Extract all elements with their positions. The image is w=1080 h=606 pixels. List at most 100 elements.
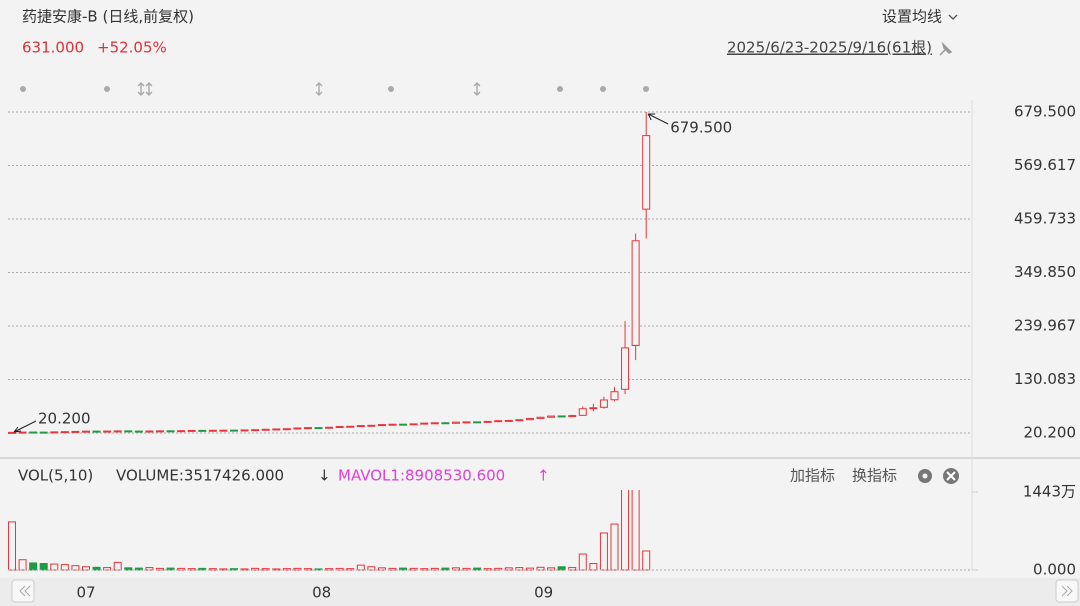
candle-body [145,430,154,433]
candle-body [515,419,524,422]
candle-body [399,423,408,426]
candle-body [251,429,260,432]
candle-body [293,427,302,430]
x-tick-label: 09 [534,584,553,602]
volume-bar [547,567,556,571]
candle-body [346,425,355,428]
y-tick-label: 349.850 [1014,263,1076,281]
candle-body [367,424,376,427]
candle-body [240,429,249,432]
candle-body [377,424,386,427]
volume-bar [29,562,38,571]
volume-bar [515,567,524,571]
volume-bar [187,568,196,571]
candle-body [547,415,556,418]
candle-body [409,423,418,426]
pin-icon[interactable] [939,41,953,56]
candle-body [356,425,365,428]
volume-bar [314,568,323,571]
mavol-arrow: ↑ [537,467,550,485]
candle-body [219,429,228,432]
volume-bar [8,521,16,571]
candle-body [610,391,619,401]
x-tick-label: 07 [76,584,95,602]
candle-body [208,429,217,432]
candle-body [621,347,630,390]
scrollbar [0,578,1080,606]
volume-bar [578,553,587,571]
add-indicator[interactable]: 加指标 [790,467,835,485]
candle-body [229,429,238,432]
candle-body [420,422,429,425]
volume-text: VOLUME:3517426.000 [116,467,284,485]
volume-bars [8,490,651,571]
candle-body [198,429,207,432]
candle-body [8,431,16,434]
volume-bar [134,567,143,571]
switch-indicator[interactable]: 换指标 [852,467,897,485]
volume-bar [166,567,175,571]
candle-body [60,431,69,434]
max-label: 679.500 [670,119,732,137]
candle-body [525,417,534,421]
candle-body [599,399,608,408]
volume-bar [219,568,228,571]
volume-tick-label: 1443万 [1023,483,1076,501]
volume-bar [642,550,651,571]
volume-bar [610,523,619,571]
volume-bar [494,567,503,571]
candle-body [578,408,587,416]
price: 631.000 [22,39,84,57]
candle-body [303,427,312,430]
scroll-left[interactable] [11,579,35,603]
ma-settings[interactable]: 设置均线 [882,8,942,26]
settings-icon-hole [922,473,928,479]
candle-body [29,431,38,434]
candle-body [335,426,344,429]
candle-body [261,428,270,431]
candle-body [494,420,503,423]
candle-body [483,420,492,423]
min-arrow [13,420,37,433]
candle-body [568,415,577,418]
volume-bar [282,568,291,571]
candle-body [631,240,640,346]
candle-body [81,430,90,433]
volume-bar [303,568,312,571]
candle-body [589,407,598,410]
candle-body [166,430,175,433]
volume-bar [356,564,365,571]
candle-body [272,428,281,431]
scroll-right-icon [1061,585,1073,597]
y-tick-label: 569.617 [1014,156,1076,174]
volume-bar [18,559,27,571]
candle-body [642,135,651,210]
volume-bar [251,567,260,571]
volume-bar [198,567,207,571]
volume-bar [60,564,69,571]
volume-bar [113,561,122,571]
volume-bar [367,566,376,571]
candle-body [187,429,196,432]
candle-body [71,430,80,433]
date-range[interactable]: 2025/6/23-2025/9/16(61根) [727,39,932,57]
volume-arrow: ↓ [318,467,331,485]
volume-bar [599,532,608,571]
volume-title: VOL(5,10) [18,467,93,485]
candle-body [325,426,334,429]
y-tick-label: 130.083 [1014,370,1076,388]
volume-bar [483,568,492,571]
candle-body [124,430,133,433]
dropdown-caret [948,14,958,20]
volume-bar [399,567,408,571]
volume-bar [39,563,48,571]
candle-body [388,423,397,426]
volume-bar [71,565,80,571]
chart-title: 药捷安康-B (日线,前复权) [22,8,194,26]
volume-bar [430,567,439,571]
candle-body [462,421,471,424]
max-arrow [647,113,669,125]
candle-body [557,415,566,418]
change: +52.05% [97,39,167,57]
candle-body [451,421,460,424]
